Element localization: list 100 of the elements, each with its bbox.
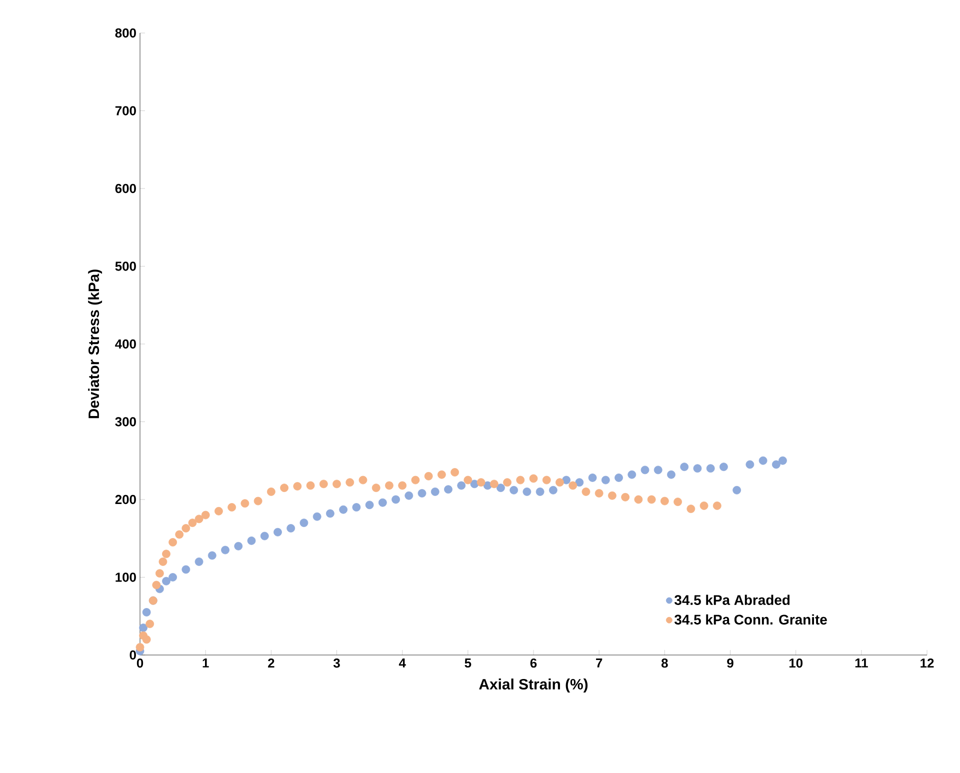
point <box>450 468 460 476</box>
point <box>476 478 486 487</box>
point <box>358 476 368 484</box>
point <box>634 495 643 504</box>
point <box>503 478 512 487</box>
point <box>430 488 440 496</box>
point <box>162 576 170 586</box>
point <box>247 536 256 545</box>
point <box>378 498 387 507</box>
point <box>542 476 551 484</box>
point <box>293 482 302 490</box>
point <box>693 464 702 473</box>
point <box>746 460 754 469</box>
x-tick-label: 4 <box>398 658 406 668</box>
point <box>319 480 328 488</box>
point <box>536 488 544 496</box>
point <box>194 558 204 566</box>
point <box>640 466 650 474</box>
point <box>332 480 341 488</box>
point <box>548 486 558 494</box>
y-tick-label: 600 <box>115 184 136 194</box>
point <box>162 550 170 558</box>
point <box>457 481 466 490</box>
point <box>568 481 578 490</box>
point <box>686 504 696 514</box>
point <box>346 478 354 487</box>
legend-label: 34.5 kPa Abraded <box>674 594 790 606</box>
point <box>260 532 269 540</box>
x-tick-label: 10 <box>789 658 803 668</box>
point <box>418 489 426 498</box>
point <box>168 538 177 546</box>
point <box>168 573 177 582</box>
point <box>601 476 610 484</box>
point <box>312 512 322 521</box>
point <box>155 569 164 578</box>
x-axis-title: Axial Strain (%) <box>479 678 588 692</box>
y-tick-label: 300 <box>115 417 136 426</box>
point <box>146 620 154 628</box>
point <box>490 480 498 488</box>
point <box>274 528 282 536</box>
point <box>496 484 505 492</box>
x-tick-label: 2 <box>268 658 274 668</box>
point <box>398 481 407 490</box>
x-tick-label: 9 <box>727 658 734 668</box>
point <box>575 478 584 487</box>
point <box>700 502 708 510</box>
point <box>158 558 168 566</box>
point <box>510 486 518 494</box>
point <box>411 476 420 484</box>
point <box>424 472 433 480</box>
y-tick-label: 500 <box>115 262 136 271</box>
point <box>194 514 204 524</box>
point <box>667 470 676 479</box>
y-tick-label: 0 <box>130 650 136 660</box>
point <box>201 510 210 520</box>
point <box>136 643 144 652</box>
point <box>732 486 742 494</box>
x-tick-label: 5 <box>464 658 472 668</box>
y-axis-title: Deviator Stress (kPa) <box>88 270 102 418</box>
point <box>365 500 374 510</box>
point <box>758 456 768 465</box>
point <box>614 474 623 482</box>
point <box>562 476 570 484</box>
point <box>706 464 715 473</box>
point <box>437 470 446 479</box>
legend-label: 34.5 kPa Conn. Granite <box>674 614 827 625</box>
y-tick-label: 700 <box>115 106 136 116</box>
point <box>139 624 148 632</box>
point <box>778 456 787 465</box>
point <box>372 484 380 492</box>
x-tick-label: 6 <box>530 658 537 668</box>
point <box>594 489 604 498</box>
point <box>621 492 630 502</box>
point <box>654 466 662 474</box>
point <box>582 488 590 496</box>
point <box>221 546 230 554</box>
point <box>208 551 216 560</box>
point <box>529 474 538 483</box>
x-tick-label: 3 <box>333 658 340 668</box>
point <box>712 502 722 510</box>
point <box>404 491 414 500</box>
point <box>516 476 525 484</box>
point <box>188 518 197 528</box>
point <box>680 462 689 472</box>
point <box>608 491 616 500</box>
x-tick-label: 11 <box>855 658 868 668</box>
point <box>266 488 276 496</box>
point <box>464 476 472 484</box>
point <box>152 580 161 590</box>
point <box>720 462 728 472</box>
point <box>556 478 564 487</box>
point <box>352 503 361 512</box>
y-tick-label: 100 <box>116 572 136 582</box>
point <box>142 608 151 616</box>
point <box>182 565 190 574</box>
point <box>339 505 348 514</box>
point <box>385 481 394 490</box>
point <box>280 484 288 492</box>
point <box>444 485 452 494</box>
point <box>300 518 308 528</box>
